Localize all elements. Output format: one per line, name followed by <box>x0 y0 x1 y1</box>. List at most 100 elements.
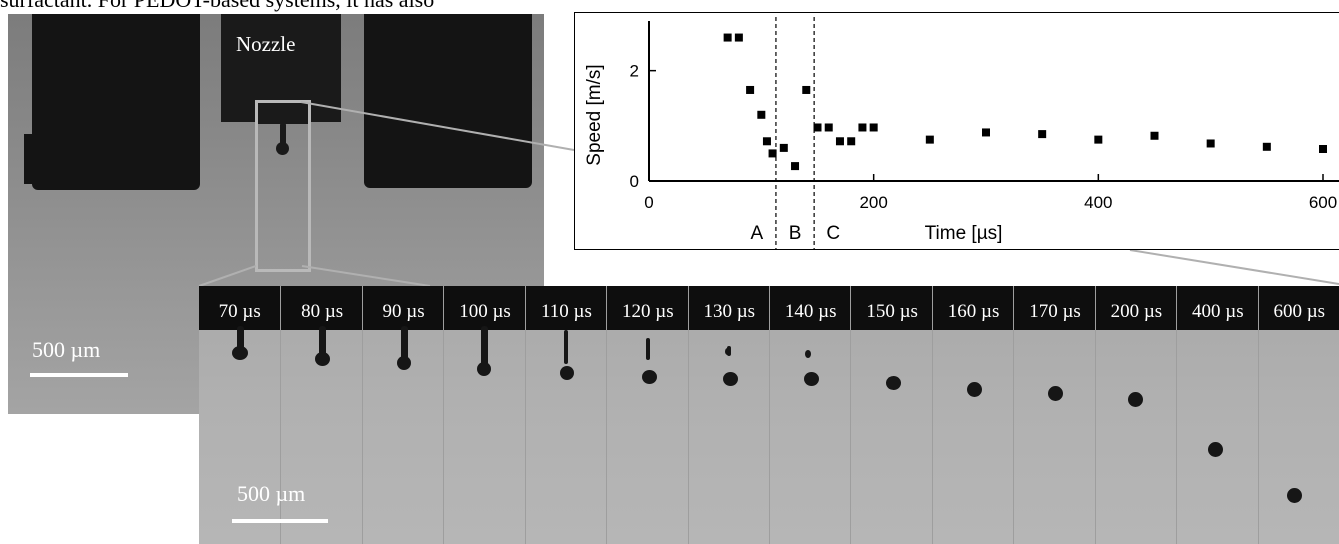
main-droplet <box>803 372 819 386</box>
filmstrip-frame: 130 µs <box>687 286 770 544</box>
frame-time-label: 400 µs <box>1192 301 1244 322</box>
x-tick-label: 600 <box>1309 193 1337 212</box>
main-droplet <box>967 382 983 397</box>
frame-time-label: 130 µs <box>703 301 756 322</box>
region-label: B <box>789 223 802 244</box>
nozzle-edge <box>1177 286 1259 330</box>
main-droplet <box>1128 392 1144 407</box>
main-droplet <box>396 356 411 370</box>
droplet-filmstrip: 70 µs 80 µs 90 µs 100 µs 110 µs 120 µs 130 µs 1… <box>199 286 1339 544</box>
data-point <box>1262 142 1271 151</box>
main-droplet <box>477 362 492 376</box>
frame-time-label: 70 µs <box>218 301 261 322</box>
data-point <box>723 33 732 42</box>
nozzle-body <box>221 14 341 122</box>
nozzle-edge <box>607 286 689 330</box>
main-droplet <box>314 352 330 366</box>
nozzle-label: Nozzle <box>236 32 296 56</box>
zoom-line-right <box>301 265 431 287</box>
data-point <box>982 128 990 137</box>
data-point <box>779 143 788 152</box>
region-label: A <box>750 223 763 244</box>
nozzle-edge <box>1258 286 1339 330</box>
zoom-line-chart <box>1129 249 1339 285</box>
filmstrip-frame: 90 µs <box>361 286 445 544</box>
main-droplet <box>559 366 574 380</box>
body-text-line: surfactant. For PEDOT-based systems, it … <box>0 0 434 13</box>
filmstrip-frame: 100 µs <box>443 286 526 544</box>
frame-time-label: 90 µs <box>382 301 425 322</box>
data-point <box>746 85 755 94</box>
nozzle-edge <box>688 286 770 330</box>
nozzle-edge <box>770 286 852 330</box>
x-tick-label: 400 <box>1084 193 1112 212</box>
nozzle-edge <box>362 286 445 330</box>
data-point <box>869 123 878 132</box>
nozzle-edge <box>281 286 363 330</box>
region-label: C <box>826 223 840 244</box>
data-point <box>1319 145 1327 153</box>
droplet-ligament <box>646 338 651 360</box>
data-point <box>1150 131 1159 140</box>
data-point <box>762 137 771 146</box>
frame-time-label: 100 µs <box>459 301 511 322</box>
droplet-neck <box>400 326 408 360</box>
frame-time-label: 170 µs <box>1029 301 1081 322</box>
y-tick-label: 2 <box>630 62 639 81</box>
nozzle-edge <box>525 286 608 330</box>
photo-scale-bar <box>30 373 128 377</box>
data-point <box>824 123 833 132</box>
x-axis-label: Time [µs] <box>925 223 1003 244</box>
filmstrip-frame: 400 µs <box>1176 286 1259 544</box>
x-tick-label: 0 <box>644 193 653 212</box>
nozzle-edge <box>851 286 933 330</box>
frame-time-label: 80 µs <box>301 301 344 322</box>
filmstrip-frame: 170 µs <box>1013 286 1096 544</box>
nozzle-edge <box>932 286 1015 330</box>
satellite-droplet <box>725 348 731 355</box>
droplet-ligament <box>563 330 568 364</box>
data-point <box>847 137 856 146</box>
data-point <box>835 137 844 146</box>
main-droplet <box>885 376 901 390</box>
filmstrip-frame: 110 µs <box>524 286 608 544</box>
frame-time-label: 110 µs <box>540 301 592 322</box>
filmstrip-frame: 160 µs <box>931 286 1015 544</box>
zoom-line-left <box>198 265 257 287</box>
data-point <box>858 123 867 132</box>
droplet-head <box>276 142 289 155</box>
data-point <box>768 149 777 158</box>
main-droplet <box>723 372 739 386</box>
x-tick-label: 200 <box>859 193 887 212</box>
nozzle-edge <box>1095 286 1178 330</box>
right-plate <box>364 14 532 188</box>
photo-scale-label: 500 µm <box>32 337 101 362</box>
main-droplet <box>1207 442 1223 457</box>
filmstrip-frame: 150 µs <box>850 286 933 544</box>
filmstrip-scale-bar <box>232 519 328 523</box>
speed-chart: 0 2 0 200 400 600 A B C Time [µs] Speed [m/s] <box>574 12 1339 250</box>
main-droplet <box>641 370 657 384</box>
main-droplet <box>1287 488 1303 503</box>
main-droplet <box>232 346 248 360</box>
filmstrip-scale-label: 500 µm <box>237 481 306 506</box>
frame-time-label: 160 µs <box>947 301 1000 322</box>
frame-time-label: 140 µs <box>784 301 837 322</box>
droplet-ligament <box>280 122 286 150</box>
left-plate-tab <box>24 134 54 184</box>
nozzle-edge <box>199 286 281 330</box>
droplet-neck <box>237 326 244 350</box>
main-droplet <box>1047 386 1063 401</box>
left-plate <box>32 14 200 190</box>
y-tick-label: 0 <box>630 172 639 191</box>
zoom-region-box <box>255 100 311 272</box>
filmstrip-frame: 120 µs <box>606 286 689 544</box>
y-axis-label: Speed [m/s] <box>584 64 605 165</box>
filmstrip-frame: 80 µs <box>280 286 363 544</box>
speed-chart-svg: 0 2 0 200 400 600 A B C Time [µs] Speed [m/s] <box>584 17 1339 249</box>
data-point <box>734 33 743 42</box>
data-point <box>1206 139 1215 148</box>
filmstrip-frame: 140 µs <box>769 286 852 544</box>
data-point <box>802 85 811 94</box>
